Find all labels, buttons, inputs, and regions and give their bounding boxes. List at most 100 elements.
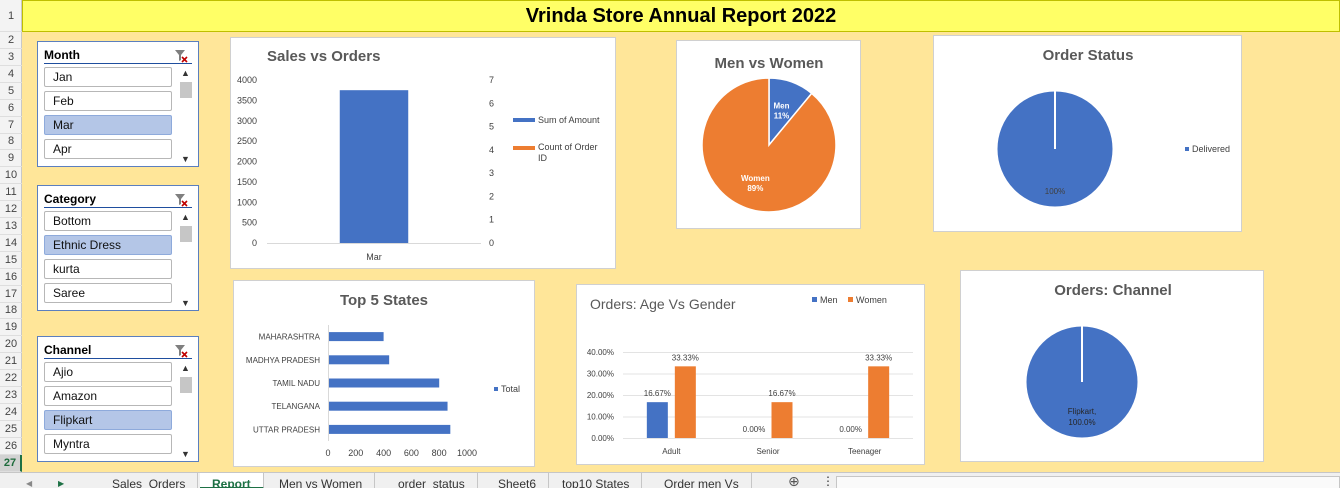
y2-tick-label: 7	[489, 75, 494, 85]
slicer-scrollbar[interactable]: ▲ ▼	[179, 212, 193, 308]
tab-top10-states[interactable]: top10 States	[550, 473, 643, 488]
x-tick-label: 800	[432, 448, 447, 458]
tab-order-men-vs[interactable]: Order men Vs	[652, 473, 752, 488]
legend-label: Men	[820, 295, 838, 305]
y2-tick-label: 0	[489, 238, 494, 248]
x-tick-label: 200	[348, 448, 363, 458]
bar-men	[646, 402, 668, 438]
y2-tick-label: 4	[489, 145, 494, 155]
slicer-scrollbar[interactable]: ▲ ▼	[179, 363, 193, 459]
chart-title: Men vs Women	[715, 55, 824, 72]
scroll-up-icon[interactable]: ▲	[181, 363, 190, 373]
scroll-down-icon[interactable]: ▼	[181, 449, 190, 459]
y-tick-label: 30.00%	[587, 370, 614, 379]
scroll-thumb[interactable]	[180, 226, 192, 242]
legend-swatch-total	[494, 387, 498, 391]
row-number: 1	[0, 0, 22, 32]
row-number: 2	[0, 32, 22, 49]
legend-label: Sum of Amount	[538, 115, 600, 125]
row-number: 23	[0, 387, 22, 404]
slicer-scrollbar[interactable]: ▲ ▼	[179, 68, 193, 164]
row-number: 14	[0, 235, 22, 252]
legend-label: Count of Order ID	[538, 142, 598, 163]
x-tick-label: Teenager	[848, 447, 882, 456]
clear-filter-icon[interactable]	[174, 344, 188, 358]
scroll-down-icon[interactable]: ▼	[181, 154, 190, 164]
order-status-chart[interactable]: Order Status 100% Delivered	[933, 35, 1242, 232]
month-item-mar[interactable]: Mar	[44, 115, 172, 135]
row-number: 22	[0, 370, 22, 387]
category-slicer[interactable]: Category Bottom Ethnic Dress kurta Saree ▲ ▼	[37, 185, 199, 311]
clear-filter-icon[interactable]	[174, 49, 188, 63]
row-number: 6	[0, 100, 22, 117]
month-item-jan[interactable]: Jan	[44, 67, 172, 87]
clear-filter-icon[interactable]	[174, 193, 188, 207]
month-item-feb[interactable]: Feb	[44, 91, 172, 111]
category-item-bottom[interactable]: Bottom	[44, 211, 172, 231]
chart-title: Order Status	[1043, 47, 1134, 64]
tab-order-status[interactable]: order_status	[386, 473, 478, 488]
men-vs-women-chart[interactable]: Men vs Women Men 11% Women 89%	[676, 40, 861, 229]
tab-nav-next-icon[interactable]: ▶	[58, 479, 65, 488]
legend-swatch-delivered	[1185, 147, 1189, 151]
category-item-kurta[interactable]: kurta	[44, 259, 172, 279]
tab-sales-orders[interactable]: Sales_Orders	[100, 473, 199, 488]
category-item-saree[interactable]: Saree	[44, 283, 172, 303]
legend-swatch-count-of-order-id	[513, 146, 535, 150]
legend-swatch-sum-of-amount	[513, 118, 535, 122]
orders-channel-chart[interactable]: Orders: Channel Flipkart, 100.0%	[960, 270, 1264, 462]
bar-total	[328, 424, 451, 434]
y-tick-label: 1000	[237, 197, 257, 207]
horizontal-scrollbar[interactable]	[836, 476, 1340, 488]
pie-category-label: Women	[741, 174, 770, 183]
tab-men-vs-women[interactable]: Men vs Women	[267, 473, 376, 488]
sales-vs-orders-chart[interactable]: Sales vs Orders 0 500 1000 1500 2000 2500 3000 3…	[230, 37, 616, 269]
chart-title: Top 5 States	[340, 292, 428, 309]
more-options-icon[interactable]: ⋮	[822, 474, 834, 488]
pie-category-label: Men	[773, 101, 789, 110]
row-header: 1 2 3 4 5 6 7 8 9 10 11 12 13 14 15 16 17 18 19 20 21 22 23 24 2…	[0, 0, 22, 472]
channel-item-flipkart[interactable]: Flipkart	[44, 410, 172, 430]
month-slicer[interactable]: Month Jan Feb Mar Apr ▲ ▼	[37, 41, 199, 167]
y-tick-label: 2500	[237, 136, 257, 146]
row-number: 11	[0, 184, 22, 202]
scroll-up-icon[interactable]: ▲	[181, 212, 190, 222]
legend-label: Total	[501, 384, 520, 394]
channel-slicer-title: Channel	[44, 341, 192, 359]
y-tick-label: 0.00%	[591, 434, 614, 443]
x-tick-label: 1000	[457, 448, 477, 458]
y2-tick-label: 6	[489, 98, 494, 108]
x-tick-label: Adult	[662, 447, 681, 456]
y2-tick-label: 3	[489, 168, 494, 178]
scroll-up-icon[interactable]: ▲	[181, 68, 190, 78]
y-category-label: UTTAR PRADESH	[253, 425, 320, 434]
month-item-apr[interactable]: Apr	[44, 139, 172, 159]
row-number: 27	[0, 454, 22, 472]
category-item-ethnic-dress[interactable]: Ethnic Dress	[44, 235, 172, 255]
channel-slicer[interactable]: Channel Ajio Amazon Flipkart Myntra ▲ ▼	[37, 336, 199, 462]
row-number: 18	[0, 302, 22, 320]
age-vs-gender-chart[interactable]: Orders: Age Vs Gender 0.00% 10.00% 20.00% 30…	[576, 284, 925, 465]
tab-report[interactable]: Report	[200, 473, 264, 488]
bar-total	[328, 355, 390, 365]
data-label: 33.33%	[865, 353, 892, 362]
y-tick-label: 4000	[237, 75, 257, 85]
add-sheet-icon[interactable]: ⊕	[788, 473, 800, 488]
legend-label: Women	[856, 295, 887, 305]
tab-nav-prev-icon[interactable]: ◀	[26, 479, 33, 488]
scroll-thumb[interactable]	[180, 82, 192, 98]
channel-item-myntra[interactable]: Myntra	[44, 434, 172, 454]
data-label: 16.67%	[644, 389, 671, 398]
channel-item-ajio[interactable]: Ajio	[44, 362, 172, 382]
scroll-thumb[interactable]	[180, 377, 192, 393]
row-number: 17	[0, 286, 22, 303]
pie-point-label: 100.0%	[1068, 418, 1095, 427]
bar-women	[674, 366, 696, 438]
top5-states-chart[interactable]: Top 5 States MAHARASHTRA MADHYA PRADESH TAM…	[233, 280, 535, 467]
tab-sheet6[interactable]: Sheet6	[486, 473, 550, 488]
bar-total	[328, 378, 440, 388]
row-number: 26	[0, 438, 22, 455]
channel-item-amazon[interactable]: Amazon	[44, 386, 172, 406]
y2-tick-label: 5	[489, 122, 494, 132]
scroll-down-icon[interactable]: ▼	[181, 298, 190, 308]
